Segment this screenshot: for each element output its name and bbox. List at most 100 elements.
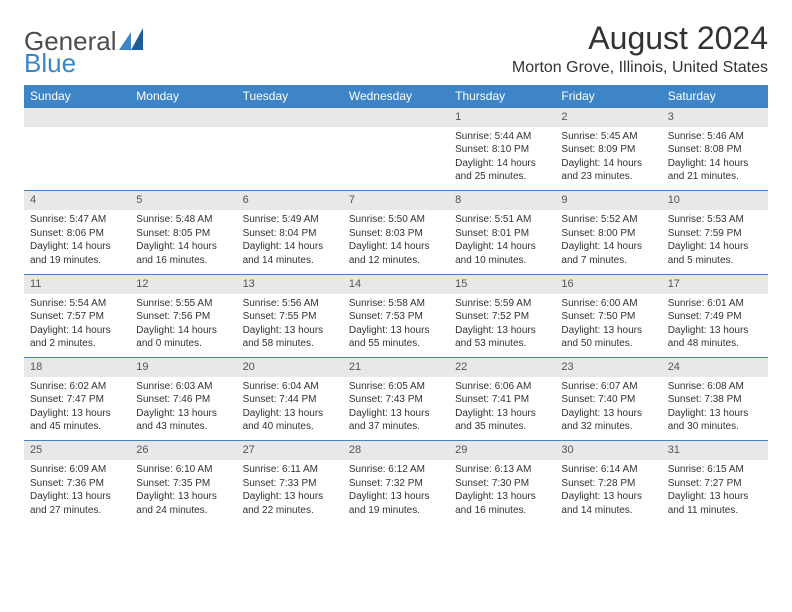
daylight-text-2: and 19 minutes. [30, 254, 124, 268]
sunset-text: Sunset: 8:08 PM [668, 143, 762, 157]
sunrise-text: Sunrise: 5:49 AM [243, 213, 337, 227]
day-info-row: Sunrise: 5:47 AMSunset: 8:06 PM Daylight:… [24, 210, 768, 274]
sunset-text: Sunset: 7:32 PM [349, 477, 443, 491]
day-number-cell: 8 [449, 191, 555, 210]
sunset-text: Sunset: 7:28 PM [561, 477, 655, 491]
daylight-text-2: and 19 minutes. [349, 504, 443, 518]
sunset-text: Sunset: 7:59 PM [668, 227, 762, 241]
day-number-cell: 2 [555, 108, 661, 127]
sunrise-text: Sunrise: 6:00 AM [561, 297, 655, 311]
daylight-text-2: and 23 minutes. [561, 170, 655, 184]
weekday-header: Saturday [662, 85, 768, 108]
day-info-cell: Sunrise: 5:52 AMSunset: 8:00 PMDaylight:… [555, 210, 661, 274]
sunrise-text: Sunrise: 6:01 AM [668, 297, 762, 311]
brand-blue: Blue [24, 48, 76, 78]
sunrise-text: Sunrise: 5:45 AM [561, 130, 655, 144]
sunrise-text: Sunrise: 6:15 AM [668, 463, 762, 477]
day-number-cell: 28 [343, 441, 449, 460]
day-number-cell: 3 [662, 108, 768, 127]
day-info-row: Sunrise: 6:02 AMSunset: 7:47 PMDaylight:… [24, 377, 768, 441]
daylight-text: Daylight: 13 hours [30, 490, 124, 504]
sunset-text: Sunset: 7:33 PM [243, 477, 337, 491]
day-info-cell [130, 127, 236, 191]
day-info-cell: Sunrise: 6:06 AMSunset: 7:41 PMDaylight:… [449, 377, 555, 441]
day-info-cell: Sunrise: 6:14 AMSunset: 7:28 PMDaylight:… [555, 460, 661, 524]
daylight-text: Daylight: 13 hours [455, 407, 549, 421]
sunrise-text: Sunrise: 6:04 AM [243, 380, 337, 394]
day-info-cell: Sunrise: 5:54 AMSunset: 7:57 PMDaylight:… [24, 294, 130, 358]
day-info-row: Sunrise: 5:54 AMSunset: 7:57 PMDaylight:… [24, 294, 768, 358]
daylight-text: Daylight: 14 hours [455, 240, 549, 254]
sunset-text: Sunset: 7:36 PM [30, 477, 124, 491]
day-info-cell: Sunrise: 5:56 AMSunset: 7:55 PMDaylight:… [237, 294, 343, 358]
day-number-cell: 17 [662, 274, 768, 293]
day-info-cell: Sunrise: 6:12 AMSunset: 7:32 PMDaylight:… [343, 460, 449, 524]
daylight-text: Daylight: 14 hours [136, 240, 230, 254]
daylight-text: Daylight: 13 hours [243, 324, 337, 338]
sunset-text: Sunset: 7:57 PM [30, 310, 124, 324]
sunrise-text: Sunrise: 5:47 AM [30, 213, 124, 227]
sunset-text: Sunset: 7:49 PM [668, 310, 762, 324]
sunrise-text: Sunrise: 6:12 AM [349, 463, 443, 477]
day-number-cell: 10 [662, 191, 768, 210]
daylight-text: Daylight: 13 hours [349, 324, 443, 338]
sunrise-text: Sunrise: 6:13 AM [455, 463, 549, 477]
day-info-cell: Sunrise: 5:48 AMSunset: 8:05 PMDaylight:… [130, 210, 236, 274]
day-info-cell: Sunrise: 6:01 AMSunset: 7:49 PMDaylight:… [662, 294, 768, 358]
daylight-text-2: and 40 minutes. [243, 420, 337, 434]
weekday-header: Thursday [449, 85, 555, 108]
day-number-cell: 5 [130, 191, 236, 210]
day-info-row: Sunrise: 6:09 AMSunset: 7:36 PMDaylight:… [24, 460, 768, 524]
daylight-text: Daylight: 13 hours [561, 324, 655, 338]
daylight-text: Daylight: 14 hours [30, 324, 124, 338]
day-number-cell: 6 [237, 191, 343, 210]
sunrise-text: Sunrise: 6:09 AM [30, 463, 124, 477]
sunset-text: Sunset: 7:53 PM [349, 310, 443, 324]
day-info-cell: Sunrise: 5:50 AMSunset: 8:03 PMDaylight:… [343, 210, 449, 274]
sunrise-text: Sunrise: 5:56 AM [243, 297, 337, 311]
day-info-cell: Sunrise: 6:00 AMSunset: 7:50 PMDaylight:… [555, 294, 661, 358]
day-number-cell: 23 [555, 358, 661, 377]
sunset-text: Sunset: 7:55 PM [243, 310, 337, 324]
day-number-cell: 12 [130, 274, 236, 293]
day-info-cell: Sunrise: 5:47 AMSunset: 8:06 PMDaylight:… [24, 210, 130, 274]
sunset-text: Sunset: 8:06 PM [30, 227, 124, 241]
daylight-text: Daylight: 13 hours [243, 490, 337, 504]
day-info-cell: Sunrise: 6:11 AMSunset: 7:33 PMDaylight:… [237, 460, 343, 524]
sunrise-text: Sunrise: 6:10 AM [136, 463, 230, 477]
daylight-text: Daylight: 13 hours [30, 407, 124, 421]
sunset-text: Sunset: 7:38 PM [668, 393, 762, 407]
sunrise-text: Sunrise: 5:48 AM [136, 213, 230, 227]
daylight-text: Daylight: 13 hours [668, 490, 762, 504]
daylight-text-2: and 11 minutes. [668, 504, 762, 518]
daylight-text-2: and 58 minutes. [243, 337, 337, 351]
sunrise-text: Sunrise: 5:53 AM [668, 213, 762, 227]
day-number-row: 45678910 [24, 191, 768, 210]
sunset-text: Sunset: 7:40 PM [561, 393, 655, 407]
daylight-text: Daylight: 13 hours [455, 324, 549, 338]
daylight-text: Daylight: 14 hours [136, 324, 230, 338]
day-info-cell [343, 127, 449, 191]
day-info-cell: Sunrise: 6:07 AMSunset: 7:40 PMDaylight:… [555, 377, 661, 441]
daylight-text-2: and 16 minutes. [455, 504, 549, 518]
daylight-text-2: and 45 minutes. [30, 420, 124, 434]
sunset-text: Sunset: 7:50 PM [561, 310, 655, 324]
day-info-cell: Sunrise: 5:51 AMSunset: 8:01 PMDaylight:… [449, 210, 555, 274]
weekday-header: Monday [130, 85, 236, 108]
day-number-cell: 14 [343, 274, 449, 293]
daylight-text: Daylight: 13 hours [455, 490, 549, 504]
daylight-text-2: and 53 minutes. [455, 337, 549, 351]
daylight-text: Daylight: 13 hours [668, 407, 762, 421]
day-number-row: 123 [24, 108, 768, 127]
daylight-text-2: and 10 minutes. [455, 254, 549, 268]
daylight-text-2: and 37 minutes. [349, 420, 443, 434]
day-info-cell: Sunrise: 5:49 AMSunset: 8:04 PMDaylight:… [237, 210, 343, 274]
sunrise-text: Sunrise: 5:55 AM [136, 297, 230, 311]
daylight-text: Daylight: 13 hours [668, 324, 762, 338]
day-number-cell: 30 [555, 441, 661, 460]
daylight-text-2: and 5 minutes. [668, 254, 762, 268]
brand-logo: General Blue [24, 20, 147, 57]
month-title: August 2024 [512, 20, 768, 57]
daylight-text: Daylight: 13 hours [349, 407, 443, 421]
calendar-table: Sunday Monday Tuesday Wednesday Thursday… [24, 85, 768, 524]
